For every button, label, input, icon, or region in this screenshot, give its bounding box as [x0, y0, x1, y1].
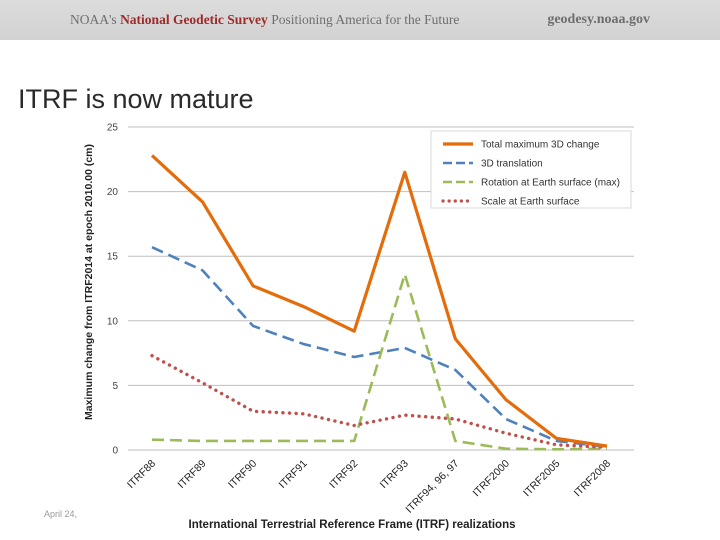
series-line-1: [151, 245, 608, 449]
y-tick-label-4: 20: [107, 187, 119, 198]
agency-tagline: Positioning America for the Future: [271, 12, 460, 27]
series-line-2: [151, 272, 608, 451]
slide-title: ITRF is now mature: [18, 84, 254, 114]
y-tick-label-3: 15: [107, 252, 119, 263]
footer-date: April 24,: [44, 509, 78, 519]
y-axis-label: Maximum change from ITRF2014 at epoch 20…: [83, 144, 95, 420]
legend-label-2: Rotation at Earth surface (max): [481, 178, 620, 189]
agency-banner: NOAA's National Geodetic Survey Position…: [70, 12, 459, 28]
org-name: NOAA's: [70, 12, 117, 27]
legend-label-3: Scale at Earth surface: [481, 197, 580, 208]
header-banner: NOAA's National Geodetic Survey Position…: [0, 0, 720, 40]
y-tick-label-1: 5: [112, 381, 118, 392]
legend: Total maximum 3D change 3D translation Rot…: [430, 130, 632, 209]
series-line-0: [150, 154, 608, 448]
series-lines: [150, 154, 609, 451]
y-tick-label-5: 25: [107, 123, 119, 134]
website-link[interactable]: geodesy.noaa.gov: [547, 12, 650, 27]
x-axis-label: International Terrestrial Reference Fram…: [189, 519, 516, 531]
legend-label-0: Total maximum 3D change: [481, 140, 600, 151]
y-tick-labels: 0 5 10 15 20 25: [107, 123, 119, 457]
agency-name: National Geodetic Survey: [120, 12, 268, 27]
y-tick-label-0: 0: [112, 446, 118, 457]
legend-label-1: 3D translation: [481, 159, 543, 170]
y-tick-label-2: 10: [107, 316, 119, 327]
series-line-3: [150, 353, 609, 450]
